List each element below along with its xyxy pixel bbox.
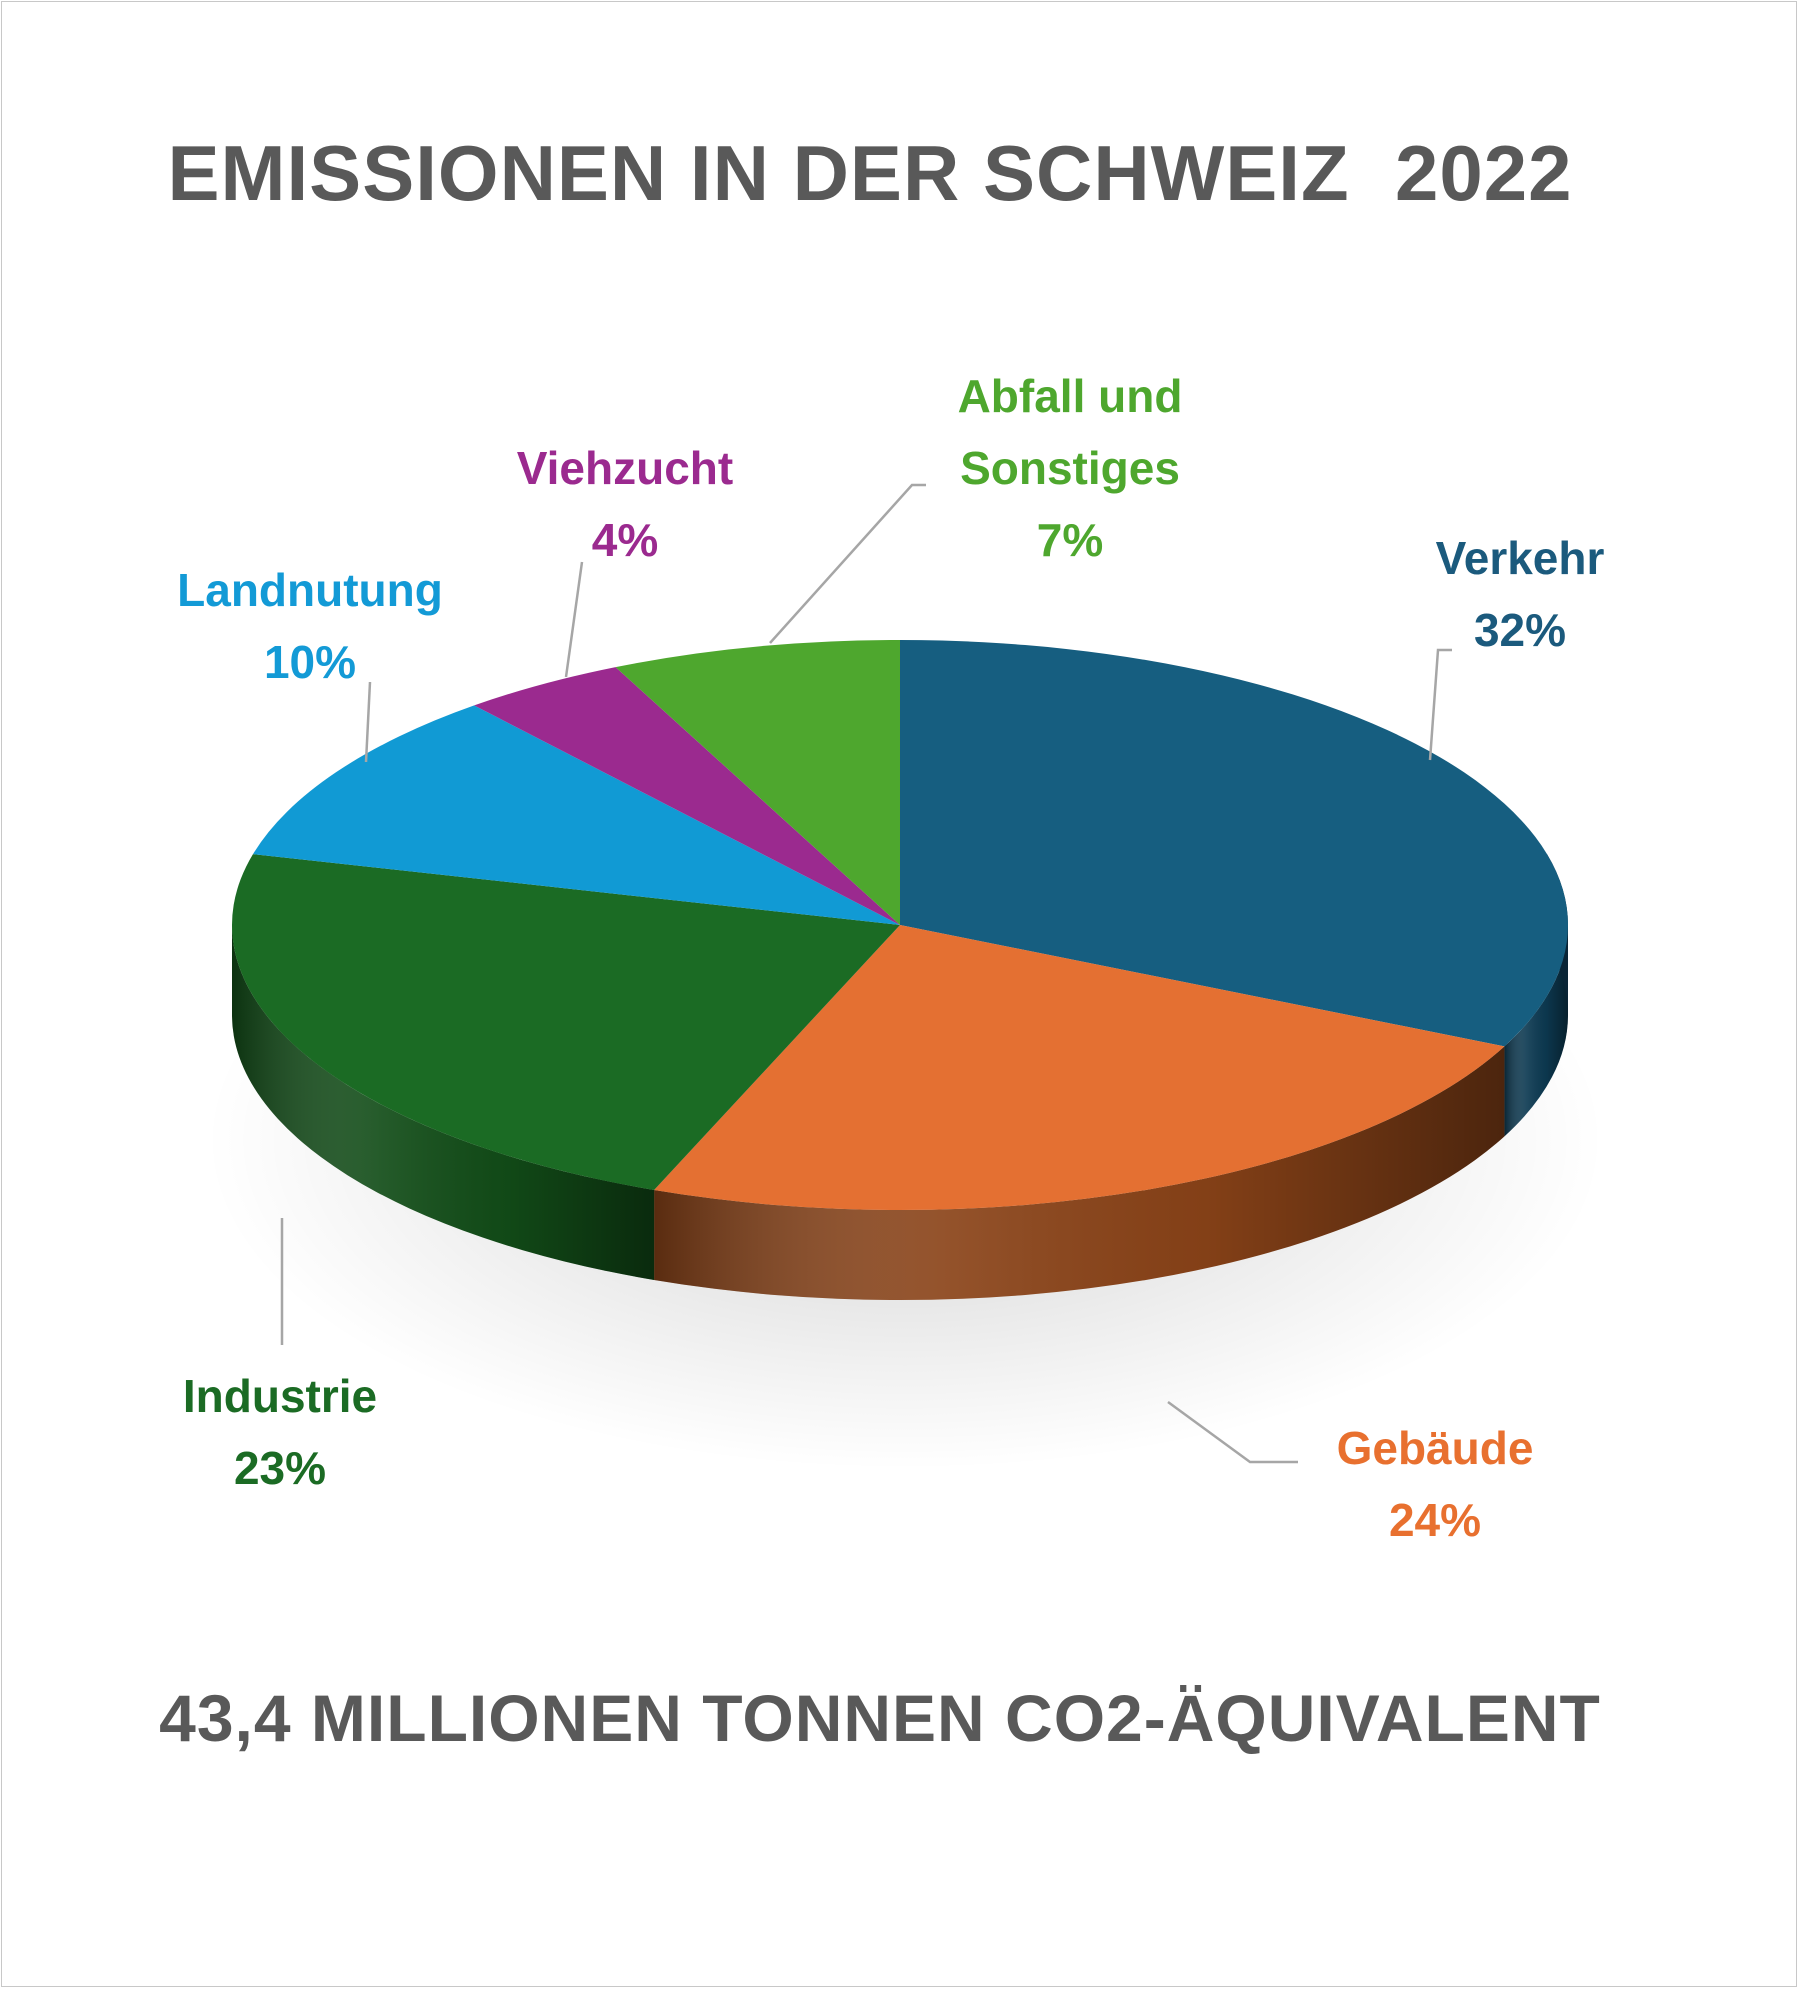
pie-side-shade-1 [654,1046,1505,1300]
leader-line-3 [364,681,372,763]
label-landnutung-name: Landnutung [177,564,443,616]
label-viehzucht-value: 4% [591,514,659,566]
leader-line-1 [1167,1400,1298,1464]
chart-subtitle: 43,4 MILLIONEN TONNEN CO2-ÄQUIVALENT [159,1681,1601,1755]
label-industrie-name: Industrie [182,1370,378,1422]
pie-slice-verkehr [900,640,1568,1047]
label-abfall-value: 7% [1036,514,1104,566]
pie-leader-lines [280,483,1452,1464]
pie-side-shade-0 [1504,925,1568,1137]
label-industrie: Industrie 23% [150,1360,410,1504]
pie-slice-viehzucht [474,667,900,925]
label-gebaeude: Gebäude 24% [1300,1412,1570,1556]
label-industrie-value: 23% [233,1442,327,1494]
pie-slice-industrie [232,854,901,1190]
pie-slice-geb-ude [654,925,1505,1210]
label-viehzucht: Viehzucht 4% [485,432,765,576]
label-verkehr-value: 32% [1473,604,1567,656]
label-gebaeude-name: Gebäude [1336,1422,1534,1474]
pie-tops [232,640,1568,1210]
chart-title: EMISSIONEN IN DER SCHWEIZ 2022 [167,129,1573,217]
leader-line-5 [769,483,926,644]
pie-side-shade-2 [232,925,655,1280]
label-abfall-name-line2: Sonstiges [960,442,1180,494]
label-abfall-name-line1: Abfall und [957,370,1183,422]
label-abfall: Abfall und Sonstiges 7% [910,360,1230,576]
label-gebaeude-value: 24% [1388,1494,1482,1546]
label-verkehr: Verkehr 32% [1400,522,1640,666]
pie-slice-landnutung [252,705,900,925]
leader-line-4 [564,561,584,678]
label-verkehr-name: Verkehr [1435,532,1605,584]
label-landnutung: Landnutung 10% [155,554,465,698]
leader-line-0 [1428,648,1452,761]
pie-slice-abfall-und-sonstiges [615,640,900,925]
label-landnutung-value: 10% [263,636,357,688]
label-viehzucht-name: Viehzucht [516,442,734,494]
